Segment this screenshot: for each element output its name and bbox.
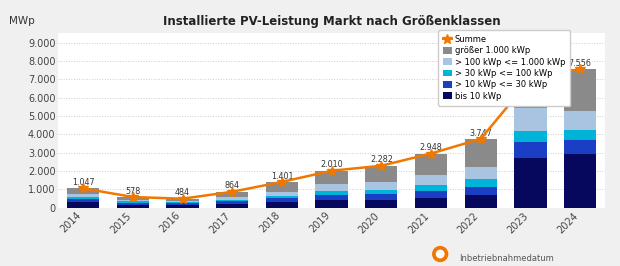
Circle shape	[433, 247, 448, 261]
Bar	[67, 199, 99, 202]
Bar	[117, 201, 149, 203]
Bar	[316, 196, 348, 200]
Bar	[564, 111, 596, 130]
Summe	[527, 77, 534, 81]
Text: 2.948: 2.948	[420, 143, 443, 152]
Bar	[514, 131, 547, 143]
Summe	[79, 187, 87, 190]
Line: Summe: Summe	[78, 64, 585, 203]
Text: 1.401: 1.401	[271, 172, 293, 181]
Bar	[415, 153, 447, 175]
Bar	[564, 69, 596, 111]
Bar	[464, 139, 497, 167]
Text: 578: 578	[125, 187, 140, 196]
Summe	[129, 196, 136, 199]
Bar	[67, 202, 99, 207]
Text: Inbetriebnahmedatum: Inbetriebnahmedatum	[459, 254, 554, 263]
Bar	[464, 179, 497, 187]
Text: 7.556: 7.556	[569, 59, 591, 68]
Text: MWp: MWp	[9, 16, 35, 26]
Bar	[316, 171, 348, 185]
Bar	[216, 197, 249, 200]
Summe	[577, 67, 584, 70]
Bar	[117, 200, 149, 201]
Summe	[328, 169, 335, 172]
Text: 864: 864	[224, 181, 240, 190]
Summe	[477, 137, 484, 140]
Bar	[564, 140, 596, 154]
Bar	[117, 197, 149, 200]
Bar	[415, 185, 447, 191]
Legend: Summe, größer 1.000 kWp, > 100 kWp <= 1.000 kWp, > 30 kWp <= 100 kWp, > 10 kWp <: Summe, größer 1.000 kWp, > 100 kWp <= 1.…	[438, 30, 570, 106]
Bar	[415, 191, 447, 198]
Bar	[67, 197, 99, 199]
Text: 484: 484	[175, 188, 190, 197]
Bar	[166, 205, 198, 207]
Text: 7.011: 7.011	[519, 69, 542, 78]
Bar	[316, 192, 348, 196]
Text: 2.010: 2.010	[321, 160, 343, 169]
Text: 1.047: 1.047	[72, 178, 94, 187]
Summe	[278, 180, 286, 184]
Bar	[564, 154, 596, 207]
Bar	[216, 204, 249, 207]
Bar	[316, 185, 348, 192]
Bar	[216, 192, 249, 197]
Bar	[464, 195, 497, 207]
Bar	[266, 198, 298, 202]
Bar	[365, 200, 397, 207]
Text: 3.747: 3.747	[469, 128, 492, 138]
Bar	[67, 194, 99, 197]
Summe	[179, 197, 186, 200]
Summe	[378, 164, 385, 167]
Text: 2.282: 2.282	[370, 155, 392, 164]
Title: Installierte PV-Leistung Markt nach Größenklassen: Installierte PV-Leistung Markt nach Größ…	[163, 15, 500, 28]
Bar	[266, 192, 298, 196]
Bar	[564, 130, 596, 140]
Bar	[514, 79, 547, 108]
Circle shape	[436, 250, 444, 258]
Bar	[514, 143, 547, 158]
Bar	[464, 187, 497, 195]
Bar	[415, 175, 447, 185]
Summe	[427, 152, 435, 155]
Bar	[316, 200, 348, 207]
Bar	[464, 167, 497, 179]
Bar	[216, 201, 249, 204]
Bar	[117, 205, 149, 207]
Bar	[266, 202, 298, 207]
Bar	[216, 200, 249, 201]
Bar	[266, 182, 298, 192]
Bar	[365, 190, 397, 194]
Bar	[67, 188, 99, 194]
Bar	[166, 201, 198, 202]
Bar	[166, 203, 198, 205]
Bar	[415, 198, 447, 207]
Bar	[514, 108, 547, 131]
Bar	[266, 196, 298, 198]
Bar	[365, 182, 397, 190]
Bar	[166, 199, 198, 201]
Bar	[117, 203, 149, 205]
Bar	[365, 166, 397, 182]
Summe	[229, 190, 236, 193]
Bar	[365, 194, 397, 200]
Bar	[514, 158, 547, 207]
Bar	[166, 202, 198, 203]
